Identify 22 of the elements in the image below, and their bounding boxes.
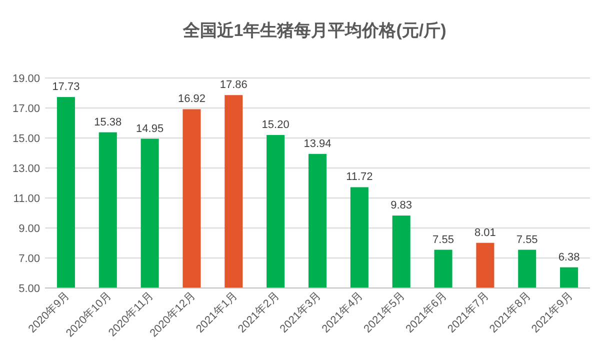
data-label: 11.72 [346, 171, 373, 184]
data-label: 14.95 [136, 122, 164, 135]
data-label: 16.92 [178, 93, 206, 106]
y-tick-label: 17.00 [12, 103, 40, 115]
data-label: 15.20 [262, 119, 290, 131]
data-label: 8.01 [474, 226, 496, 239]
data-label: 9.83 [390, 200, 412, 212]
chart-title: 全国近1年生猪每月平均价格(元/斤) [182, 21, 446, 40]
data-label: 7.55 [516, 234, 538, 246]
data-label: 13.94 [304, 138, 332, 150]
data-label: 6.38 [558, 251, 580, 264]
data-label: 17.86 [220, 79, 248, 92]
data-label: 17.73 [52, 81, 80, 94]
data-label: 15.38 [94, 116, 122, 128]
y-tick-label: 7.00 [18, 253, 40, 265]
y-tick-label: 15.00 [12, 133, 40, 145]
data-label: 7.55 [432, 234, 454, 246]
y-tick-label: 9.00 [18, 223, 40, 235]
y-tick-label: 13.00 [12, 163, 40, 175]
y-tick-label: 11.00 [13, 193, 40, 205]
y-tick-label: 19.00 [12, 73, 40, 85]
y-tick-label: 5.00 [18, 283, 40, 295]
